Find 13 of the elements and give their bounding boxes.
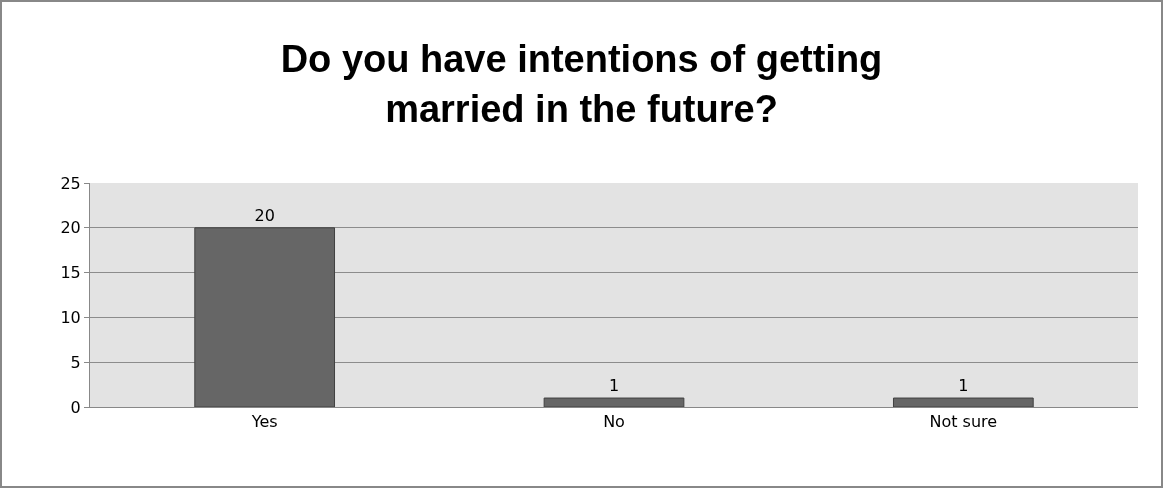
y-tick-label: 5 — [70, 352, 81, 372]
chart-title: Do you have intentions of getting married in the future? — [279, 37, 884, 132]
data-label: 20 — [254, 205, 275, 225]
x-tick-label: Yes — [250, 412, 278, 432]
y-tick-label: 15 — [60, 263, 81, 283]
x-tick-label: Not sure — [929, 412, 998, 432]
data-label: 1 — [958, 376, 969, 396]
data-label: 1 — [608, 376, 620, 396]
y-tick-label: 10 — [60, 308, 81, 327]
y-tick-label: 20 — [60, 218, 81, 238]
y-tick-label: 25 — [60, 173, 81, 193]
y-tick-label: 0 — [70, 397, 81, 417]
x-tick-label: No — [603, 412, 625, 432]
